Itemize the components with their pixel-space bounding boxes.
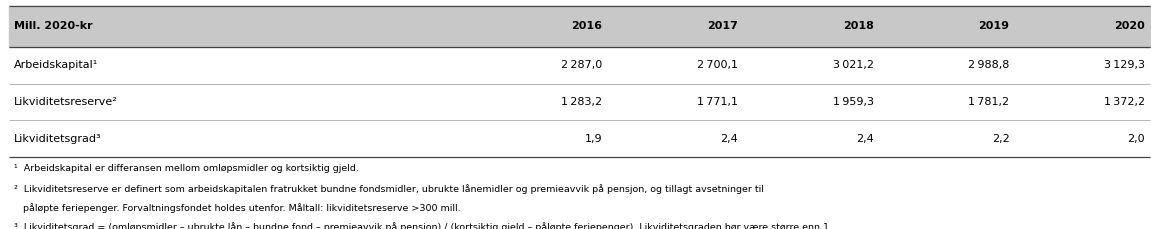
Text: 1 372,2: 1 372,2 bbox=[1104, 97, 1145, 107]
Text: 2,4: 2,4 bbox=[856, 134, 874, 144]
Text: påløpte feriepenger. Forvaltningsfondet holdes utenfor. Måltall: likviditetsrese: påløpte feriepenger. Forvaltningsfondet … bbox=[14, 203, 460, 213]
Text: Mill. 2020-kr: Mill. 2020-kr bbox=[14, 21, 92, 31]
Text: 1 771,1: 1 771,1 bbox=[696, 97, 738, 107]
Text: 1,9: 1,9 bbox=[585, 134, 602, 144]
Text: 2016: 2016 bbox=[571, 21, 602, 31]
Text: 1 283,2: 1 283,2 bbox=[561, 97, 602, 107]
Text: 2017: 2017 bbox=[707, 21, 738, 31]
Text: 2 988,8: 2 988,8 bbox=[968, 60, 1009, 70]
Text: 2 700,1: 2 700,1 bbox=[696, 60, 738, 70]
Bar bbox=[9, 6, 1150, 47]
Text: 2,2: 2,2 bbox=[992, 134, 1009, 144]
Text: 2019: 2019 bbox=[978, 21, 1009, 31]
Text: 2,4: 2,4 bbox=[721, 134, 738, 144]
Text: 1 781,2: 1 781,2 bbox=[968, 97, 1009, 107]
Text: 2018: 2018 bbox=[843, 21, 874, 31]
Text: Arbeidskapital¹: Arbeidskapital¹ bbox=[14, 60, 98, 70]
Text: ¹  Arbeidskapital er differansen mellom omløpsmidler og kortsiktig gjeld.: ¹ Arbeidskapital er differansen mellom o… bbox=[14, 164, 359, 173]
Text: 2 287,0: 2 287,0 bbox=[561, 60, 602, 70]
Text: 3 021,2: 3 021,2 bbox=[832, 60, 874, 70]
Text: 1 959,3: 1 959,3 bbox=[832, 97, 874, 107]
Text: ³  Likviditetsgrad = (omløpsmidler – ubrukte lån – bundne fond – premieavvik på : ³ Likviditetsgrad = (omløpsmidler – ubru… bbox=[14, 222, 832, 229]
Text: 2020: 2020 bbox=[1114, 21, 1145, 31]
Text: 3 129,3: 3 129,3 bbox=[1104, 60, 1145, 70]
Text: 2,0: 2,0 bbox=[1128, 134, 1145, 144]
Text: ²  Likviditetsreserve er definert som arbeidskapitalen fratrukket bundne fondsmi: ² Likviditetsreserve er definert som arb… bbox=[14, 184, 763, 194]
Text: Likviditetsgrad³: Likviditetsgrad³ bbox=[14, 134, 101, 144]
Text: Likviditetsreserve²: Likviditetsreserve² bbox=[14, 97, 117, 107]
